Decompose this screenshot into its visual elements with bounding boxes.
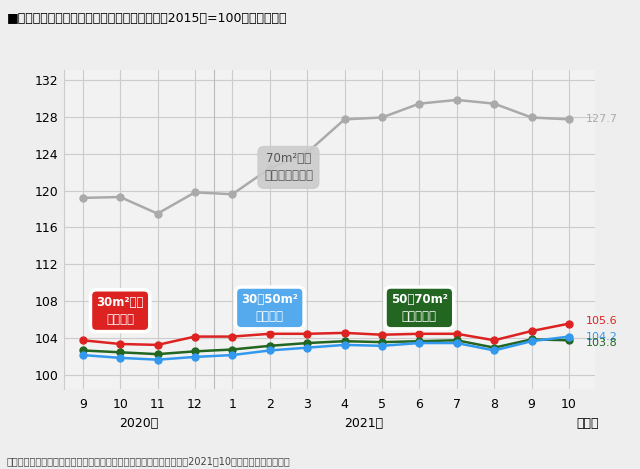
Text: 50～70m²
ファミリー: 50～70m² ファミリー — [391, 293, 448, 323]
Text: 70m²以上
大型ファミリー: 70m²以上 大型ファミリー — [264, 152, 313, 182]
Text: 2020年: 2020年 — [119, 417, 159, 430]
Text: 30m²未満
シングル: 30m²未満 シングル — [97, 295, 144, 325]
Text: 出典：全国主要都市の「賃貸マンション・アパート」募集家賃動向（2021年10月）アットホーム調べ: 出典：全国主要都市の「賃貸マンション・アパート」募集家賃動向（2021年10月）… — [6, 457, 290, 467]
Text: （月）: （月） — [577, 417, 599, 430]
Text: 105.6: 105.6 — [586, 316, 618, 326]
Text: 103.8: 103.8 — [586, 338, 618, 348]
Text: 30～50m²
カップル: 30～50m² カップル — [241, 293, 298, 323]
Text: 127.7: 127.7 — [586, 114, 618, 124]
Text: 2021年: 2021年 — [344, 417, 383, 430]
Text: ■神奈川県－マンション平均家賃指数の推移（2015年=100としたもの）: ■神奈川県－マンション平均家賃指数の推移（2015年=100としたもの） — [6, 12, 287, 25]
Text: 104.2: 104.2 — [586, 332, 618, 341]
